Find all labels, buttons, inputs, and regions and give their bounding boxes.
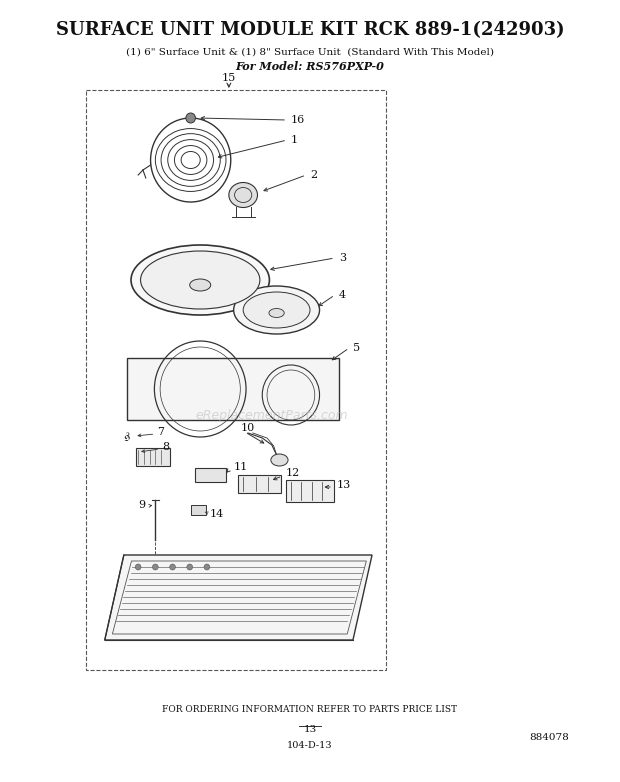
Ellipse shape (269, 309, 284, 317)
Text: SURFACE UNIT MODULE KIT RCK 889-1(242903): SURFACE UNIT MODULE KIT RCK 889-1(242903… (56, 21, 564, 39)
Text: 1: 1 (291, 135, 298, 145)
Text: 14: 14 (210, 509, 224, 519)
Text: 16: 16 (291, 115, 305, 125)
Text: 884078: 884078 (529, 734, 569, 742)
FancyBboxPatch shape (286, 480, 334, 502)
Ellipse shape (243, 292, 310, 328)
Text: 11: 11 (234, 462, 248, 472)
Text: $\mathit{\mathfrak{s}}$: $\mathit{\mathfrak{s}}$ (123, 431, 131, 443)
Text: 13: 13 (303, 726, 317, 734)
Circle shape (186, 113, 195, 123)
Text: 8: 8 (162, 442, 169, 452)
Ellipse shape (234, 286, 319, 334)
Text: 9: 9 (138, 500, 145, 510)
Circle shape (135, 564, 141, 570)
Ellipse shape (190, 279, 211, 291)
Text: 13: 13 (337, 480, 351, 490)
Ellipse shape (131, 245, 270, 315)
FancyBboxPatch shape (195, 468, 226, 482)
Text: 15: 15 (222, 73, 236, 83)
Circle shape (204, 564, 210, 570)
Polygon shape (126, 358, 339, 420)
Text: 12: 12 (286, 468, 300, 478)
Text: For Model: RS576PXP-0: For Model: RS576PXP-0 (236, 60, 384, 71)
Ellipse shape (141, 251, 260, 309)
Circle shape (153, 564, 158, 570)
Ellipse shape (271, 454, 288, 466)
Polygon shape (105, 555, 372, 640)
Text: 10: 10 (241, 423, 255, 433)
Text: 7: 7 (157, 427, 164, 437)
Bar (86, 90, 386, 670)
FancyBboxPatch shape (136, 448, 170, 466)
Text: eReplacementParts.com: eReplacementParts.com (195, 408, 348, 421)
FancyBboxPatch shape (239, 475, 281, 493)
Ellipse shape (229, 182, 257, 207)
Text: 3: 3 (339, 253, 346, 263)
Text: 4: 4 (339, 290, 346, 300)
Text: 2: 2 (310, 170, 317, 180)
FancyBboxPatch shape (191, 505, 206, 515)
Circle shape (187, 564, 193, 570)
Text: (1) 6" Surface Unit & (1) 8" Surface Unit  (Standard With This Model): (1) 6" Surface Unit & (1) 8" Surface Uni… (126, 48, 494, 56)
Text: FOR ORDERING INFORMATION REFER TO PARTS PRICE LIST: FOR ORDERING INFORMATION REFER TO PARTS … (162, 705, 458, 715)
Circle shape (170, 564, 175, 570)
Text: 104-D-13: 104-D-13 (287, 741, 333, 751)
Text: 5: 5 (353, 343, 360, 353)
